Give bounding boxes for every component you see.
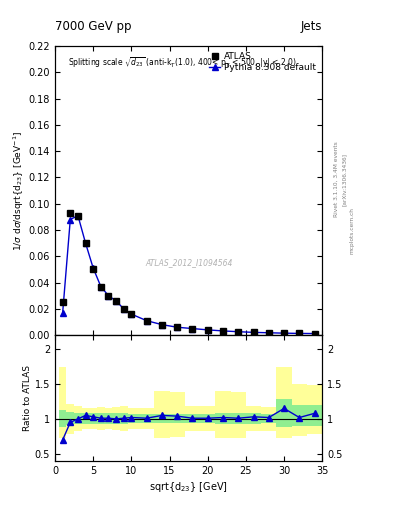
Line: ATLAS: ATLAS <box>60 210 318 336</box>
ATLAS <box>266 330 271 336</box>
ATLAS <box>106 293 111 299</box>
ATLAS <box>297 330 302 336</box>
ATLAS <box>236 329 241 335</box>
Pythia 8.308 default <box>144 317 149 324</box>
Text: 7000 GeV pp: 7000 GeV pp <box>55 20 132 33</box>
Pythia 8.308 default <box>91 265 95 271</box>
Pythia 8.308 default <box>236 329 241 335</box>
ATLAS <box>160 322 164 328</box>
Legend: ATLAS, Pythia 8.308 default: ATLAS, Pythia 8.308 default <box>208 51 318 74</box>
X-axis label: sqrt{d$_{23}$} [GeV]: sqrt{d$_{23}$} [GeV] <box>149 480 228 494</box>
ATLAS <box>220 328 225 334</box>
Pythia 8.308 default <box>312 330 317 336</box>
Text: Splitting scale $\sqrt{d_{23}}$ (anti-k$_T$(1.0), 400< p$_T$ < 500, |y| < 2.0): Splitting scale $\sqrt{d_{23}}$ (anti-k$… <box>68 55 298 70</box>
ATLAS <box>121 306 126 312</box>
Y-axis label: 1/$\sigma$ d$\sigma$/dsqrt{d$_{23}$} [GeV$^{-1}$]: 1/$\sigma$ d$\sigma$/dsqrt{d$_{23}$} [Ge… <box>11 131 26 250</box>
Line: Pythia 8.308 default: Pythia 8.308 default <box>60 213 318 336</box>
Pythia 8.308 default <box>99 284 103 290</box>
ATLAS <box>251 329 256 335</box>
ATLAS <box>75 212 80 219</box>
Text: ATLAS_2012_I1094564: ATLAS_2012_I1094564 <box>145 259 232 267</box>
ATLAS <box>129 311 134 317</box>
ATLAS <box>114 298 118 304</box>
Text: Jets: Jets <box>301 20 322 33</box>
ATLAS <box>312 330 317 336</box>
ATLAS <box>99 284 103 290</box>
Pythia 8.308 default <box>60 310 65 316</box>
ATLAS <box>282 330 286 336</box>
ATLAS <box>175 324 180 330</box>
ATLAS <box>190 326 195 332</box>
Pythia 8.308 default <box>175 324 180 330</box>
ATLAS <box>60 299 65 305</box>
Pythia 8.308 default <box>190 326 195 332</box>
ATLAS <box>206 327 210 333</box>
Pythia 8.308 default <box>282 330 286 336</box>
Text: mcplots.cern.ch: mcplots.cern.ch <box>349 207 354 254</box>
ATLAS <box>68 210 73 216</box>
Pythia 8.308 default <box>206 327 210 333</box>
Pythia 8.308 default <box>83 240 88 246</box>
Pythia 8.308 default <box>68 217 73 223</box>
Pythia 8.308 default <box>121 306 126 312</box>
Pythia 8.308 default <box>160 322 164 328</box>
Text: [arXiv:1306.3436]: [arXiv:1306.3436] <box>342 153 346 206</box>
Pythia 8.308 default <box>251 329 256 335</box>
Pythia 8.308 default <box>114 298 118 304</box>
Pythia 8.308 default <box>297 330 302 336</box>
ATLAS <box>83 240 88 246</box>
Y-axis label: Ratio to ATLAS: Ratio to ATLAS <box>23 365 32 431</box>
ATLAS <box>144 317 149 324</box>
Pythia 8.308 default <box>266 330 271 336</box>
Pythia 8.308 default <box>106 293 111 299</box>
Pythia 8.308 default <box>220 328 225 334</box>
Pythia 8.308 default <box>75 212 80 219</box>
ATLAS <box>91 266 95 272</box>
Pythia 8.308 default <box>129 311 134 317</box>
Text: Rivet 3.1.10, 3.4M events: Rivet 3.1.10, 3.4M events <box>334 141 338 217</box>
